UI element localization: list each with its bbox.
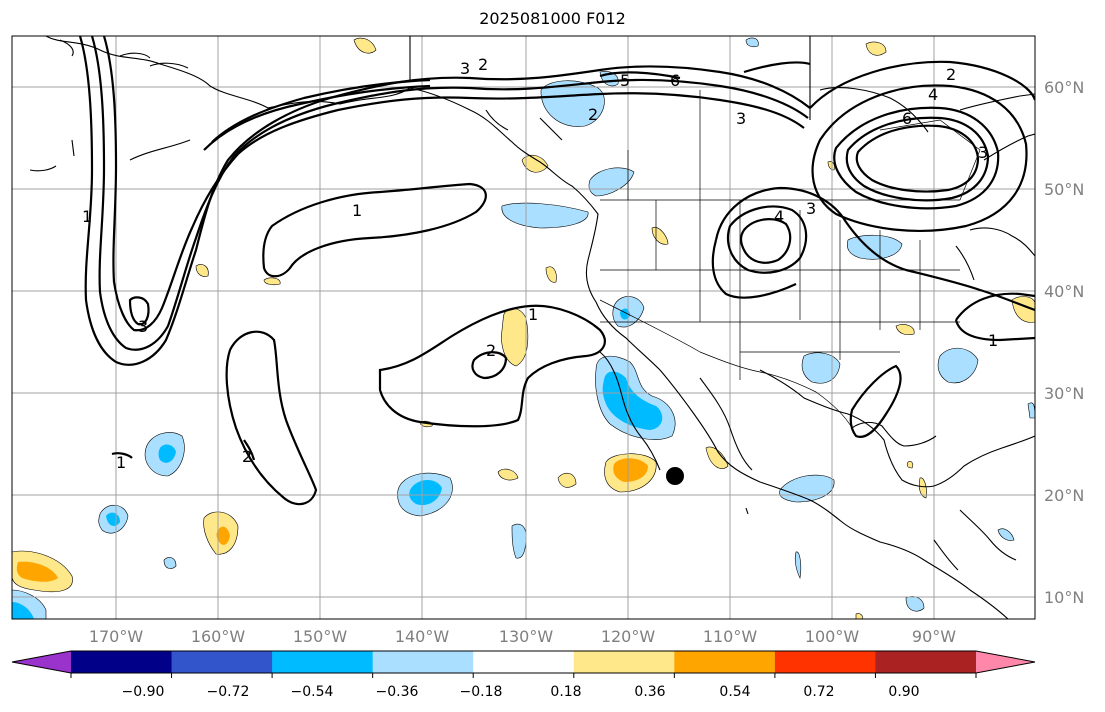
contour-label: 2 [478, 55, 488, 74]
anomaly-patch [195, 264, 209, 277]
colorbar-tick-labels: −0.90 −0.72 −0.54 −0.36 −0.18 0.18 0.36 … [122, 684, 920, 700]
map-frame [11, 35, 1036, 620]
location-marker-dot [666, 467, 684, 485]
colorbar-segment [875, 651, 977, 673]
colorbar-segment [573, 651, 675, 673]
colorbar-segment [674, 651, 776, 673]
anomaly-patch [545, 266, 557, 283]
colorbar-segment [272, 651, 374, 673]
contour-label: 1 [82, 207, 92, 226]
lon-label: 130°W [499, 627, 554, 646]
colorbar-tick-label: −0.72 [207, 684, 250, 700]
colorbar-segment [473, 651, 575, 673]
lon-label: 90°W [912, 627, 956, 646]
anomaly-patch [937, 347, 979, 384]
contour-label: 2 [588, 105, 598, 124]
lon-label: 100°W [805, 627, 860, 646]
contour-label: 1 [988, 331, 998, 350]
colorbar [11, 650, 1036, 678]
colorbar-tick-label: −0.90 [122, 684, 165, 700]
anomaly-patch [263, 277, 281, 286]
anomaly-patch [865, 41, 887, 56]
colorbar-tick-label: 0.54 [719, 684, 750, 700]
contour-label: 4 [774, 207, 784, 226]
country-borders [599, 90, 981, 429]
lat-label: 50°N [1044, 180, 1084, 199]
anomaly-patch [1027, 402, 1035, 419]
contour-labels: 1 5 3 6 2 1 1 2 1 2 2 3 4 3 6 4 2 3 3 1 [82, 55, 998, 472]
contour-label: 4 [928, 85, 938, 104]
anomaly-patch [511, 523, 527, 559]
colorbar-segment [774, 651, 876, 673]
anomaly-patch [216, 526, 230, 545]
colorbar-segment [372, 651, 474, 673]
anomaly-patch [705, 446, 729, 469]
lat-label: 40°N [1044, 282, 1084, 301]
anomaly-patch [895, 324, 915, 336]
anomaly-patch [163, 557, 177, 569]
anomaly-patch [158, 444, 176, 463]
lat-label: 10°N [1044, 588, 1084, 607]
colorbar-extend-high [976, 651, 1035, 673]
anomaly-patch [501, 202, 589, 229]
anomaly-patch [16, 561, 58, 582]
lon-label: 120°W [601, 627, 656, 646]
colorbar-tick-label: −0.54 [291, 684, 334, 700]
anomaly-patch [497, 468, 519, 481]
coastlines [29, 36, 1035, 619]
contour-label: 3 [138, 317, 148, 336]
longitude-labels: 170°W 160°W 150°W 140°W 130°W 120°W 110°… [89, 627, 956, 646]
anomaly-patch [409, 479, 442, 506]
anomaly-patch [501, 308, 529, 367]
contour-label: 3 [806, 199, 816, 218]
contour-label: 3 [736, 109, 746, 128]
map-title: 2025081000 F012 [479, 9, 626, 28]
contour-label: 3 [460, 59, 470, 78]
lon-label: 170°W [89, 627, 144, 646]
lat-label: 20°N [1044, 486, 1084, 505]
anomaly-patch [801, 352, 841, 384]
colorbar-tick-label: −0.18 [460, 684, 503, 700]
lat-label: 30°N [1044, 384, 1084, 403]
colorbar-tick-label: 0.36 [634, 684, 665, 700]
lon-label: 150°W [293, 627, 348, 646]
contour-label: 6 [902, 109, 912, 128]
anomaly-patch [353, 37, 377, 54]
contour-label: 5 [620, 71, 630, 90]
lon-label: 160°W [191, 627, 246, 646]
anomaly-patch [997, 528, 1015, 541]
lon-label: 140°W [395, 627, 450, 646]
anomaly-patch [855, 613, 863, 619]
contour-label: 1 [528, 305, 538, 324]
lat-label: 60°N [1044, 78, 1084, 97]
contour-label: 2 [946, 65, 956, 84]
colorbar-tick-label: 0.18 [550, 684, 581, 700]
anomaly-patch [12, 602, 34, 619]
colorbar-tick-label: −0.36 [376, 684, 419, 700]
colorbar-extend-low [12, 651, 71, 673]
contour-label: 3 [978, 143, 988, 162]
colorbar-segment [171, 651, 273, 673]
anomaly-patch [557, 472, 577, 488]
colorbar-segment [71, 651, 173, 673]
anomaly-patch [906, 461, 914, 469]
contour-label: 1 [116, 453, 126, 472]
anomaly-patch [794, 551, 802, 579]
anomaly-patch [602, 371, 663, 430]
colorbar-tick-label: 0.72 [803, 684, 834, 700]
contour-label: 2 [242, 447, 252, 466]
lon-label: 110°W [703, 627, 758, 646]
anomaly-patch [745, 37, 759, 48]
anomaly-patch [540, 80, 605, 127]
contour-label: 2 [486, 341, 496, 360]
anomaly-patch [827, 161, 835, 171]
colorbar-tick-label: 0.90 [888, 684, 919, 700]
latitude-labels: 60°N 50°N 40°N 30°N 20°N 10°N [1044, 78, 1084, 607]
contour-label: 6 [670, 71, 680, 90]
contour-label: 1 [352, 201, 362, 220]
contours [78, 36, 1035, 506]
anomaly-patch [613, 458, 648, 482]
